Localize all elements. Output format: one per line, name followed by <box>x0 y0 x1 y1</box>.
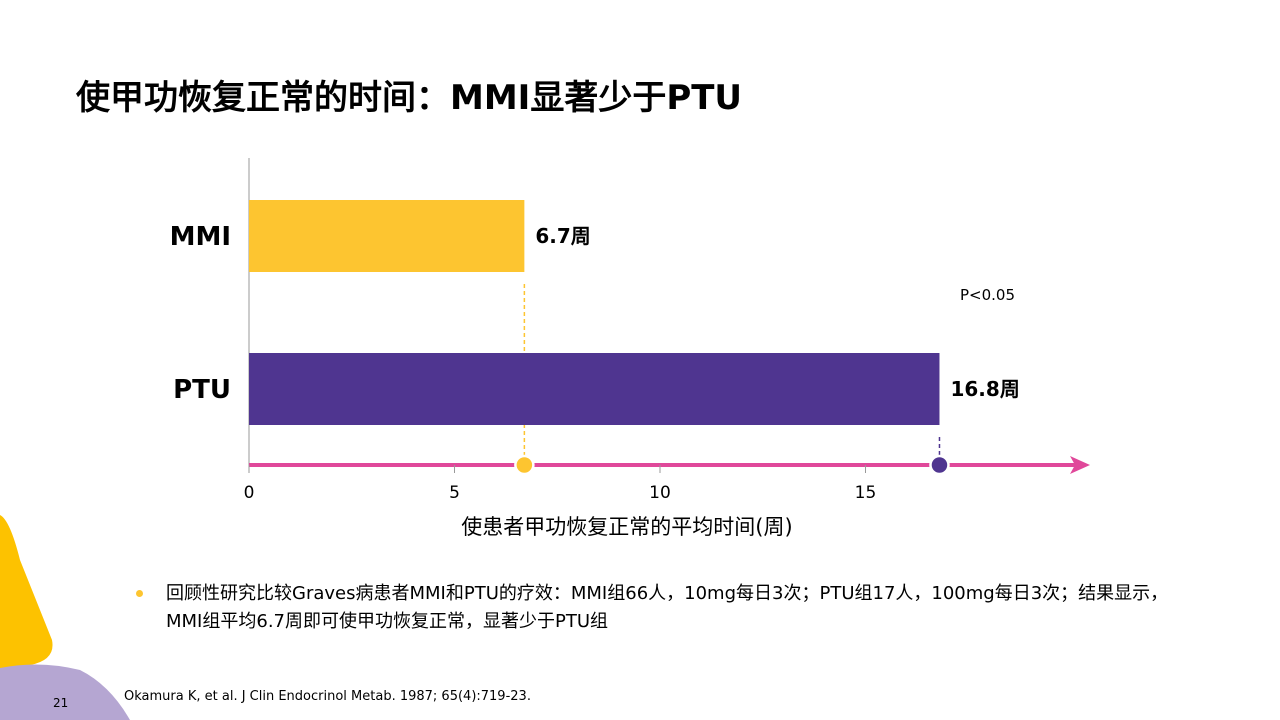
reference: Okamura K, et al. J Clin Endocrinol Meta… <box>124 689 531 704</box>
data-label: 16.8周 <box>950 377 1019 401</box>
x-tick-label: 5 <box>449 483 460 503</box>
data-label: 6.7周 <box>535 224 590 248</box>
bar-ptu <box>249 353 940 425</box>
x-tick-label: 15 <box>855 483 877 503</box>
bar-chart: MMI 6.7周 PTU 16.8周 0 5 10 15 使患者甲功恢复正常的平均时间(周) P<… <box>170 158 1090 539</box>
x-axis-title: 使患者甲功恢复正常的平均时间(周) <box>461 515 792 539</box>
x-tick-label: 10 <box>649 483 671 503</box>
p-value-annotation: P<0.05 <box>960 286 1015 304</box>
bullet-text: 回顾性研究比较Graves病患者MMI和PTU的疗效：MMI组66人，10mg每… <box>166 583 1169 632</box>
arrow-icon <box>1070 456 1090 474</box>
bar-mmi <box>249 200 525 272</box>
category-label: PTU <box>173 375 231 405</box>
bullet-point: 回顾性研究比较Graves病患者MMI和PTU的疗效：MMI组66人，10mg每… <box>136 580 1186 636</box>
marker-point <box>929 454 950 476</box>
page-title: 使甲功恢复正常的时间：MMI显著少于PTU <box>76 78 743 118</box>
category-label: MMI <box>170 222 231 252</box>
marker-point <box>514 454 535 476</box>
bullet-dot <box>136 590 143 597</box>
x-tick-label: 0 <box>244 483 255 503</box>
page-number: 21 <box>53 696 69 710</box>
